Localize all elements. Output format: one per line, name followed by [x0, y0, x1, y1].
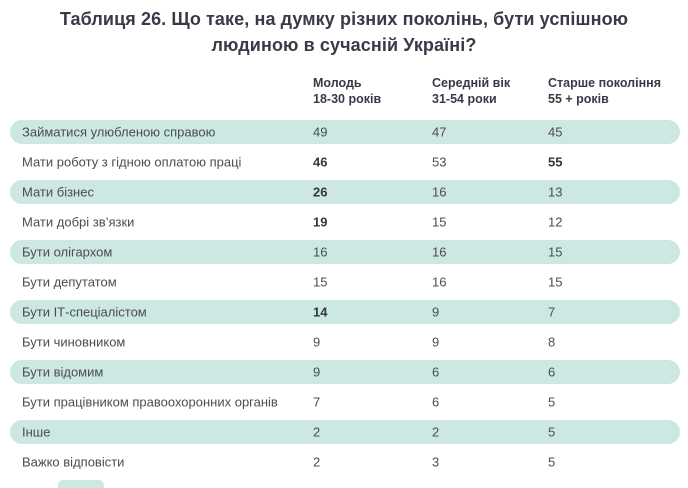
table-row: Займатися улюбленою справою 49 47 45: [0, 117, 688, 147]
row-label: Інше: [22, 424, 51, 440]
row-label: Бути депутатом: [22, 274, 117, 290]
row-label: Мати добрі зв’язки: [22, 214, 135, 230]
row-value: 26: [313, 184, 328, 200]
row-value: 16: [432, 274, 447, 290]
row-value: 16: [432, 244, 447, 260]
row-label: Мати роботу з гідною оплатою праці: [22, 154, 242, 170]
column-headers: Молодь 18-30 років Середній вік 31-54 ро…: [0, 75, 688, 109]
row-value: 13: [548, 184, 563, 200]
row-value: 47: [432, 124, 447, 140]
row-label: Бути ІТ-спеціалістом: [22, 304, 147, 320]
table-row: Бути відомим 9 6 6: [0, 357, 688, 387]
row-value: 9: [432, 304, 440, 320]
row-value: 5: [548, 424, 556, 440]
row-highlight-pill: [10, 420, 680, 444]
row-value: 6: [432, 364, 440, 380]
row-label: Бути чиновником: [22, 334, 126, 350]
row-value: 6: [432, 394, 440, 410]
row-value: 8: [548, 334, 556, 350]
table-row: Бути чиновником 9 9 8: [0, 327, 688, 357]
row-value: 19: [313, 214, 328, 230]
row-highlight-pill: [10, 240, 680, 264]
row-value: 15: [548, 274, 563, 290]
row-value: 2: [432, 424, 440, 440]
row-value: 6: [548, 364, 556, 380]
table-row: Бути ІТ-спеціалістом 14 9 7: [0, 297, 688, 327]
table-row: Інше 2 2 5: [0, 417, 688, 447]
row-value: 53: [432, 154, 447, 170]
table-title-line1: Таблиця 26. Що таке, на думку різних пок…: [59, 9, 629, 29]
column-header-middle-age: Середній вік 31-54 роки: [432, 76, 511, 106]
row-label: Бути працівником правоохоронних органів: [22, 394, 278, 410]
column-header-youth: Молодь 18-30 років: [313, 76, 382, 106]
row-label: Важко відповісти: [22, 454, 125, 470]
row-value: 3: [432, 454, 440, 470]
row-value: 7: [313, 394, 321, 410]
table-row: Важко відповісти 2 3 5: [0, 447, 688, 477]
table-row: Бути працівником правоохоронних органів 7…: [0, 387, 688, 417]
table-title-line2: людиною в сучасній Україні?: [211, 35, 477, 55]
row-highlight-pill: [10, 120, 680, 144]
column-header-older-generation: Старше покоління 55 + років: [548, 76, 661, 106]
table-row: Мати бізнес 26 16 13: [0, 177, 688, 207]
next-row-partial-pill: [58, 480, 104, 488]
table-title: Таблиця 26. Що таке, на думку різних пок…: [0, 6, 688, 58]
table-row: Бути депутатом 15 16 15: [0, 267, 688, 297]
row-value: 2: [313, 424, 321, 440]
row-value: 2: [313, 454, 321, 470]
table-row: Мати добрі зв’язки 19 15 12: [0, 207, 688, 237]
table-row: Бути олігархом 16 16 15: [0, 237, 688, 267]
row-value: 45: [548, 124, 563, 140]
row-highlight-pill: [10, 360, 680, 384]
row-label: Займатися улюбленою справою: [22, 124, 216, 140]
row-value: 16: [313, 244, 328, 260]
row-highlight-pill: [10, 300, 680, 324]
row-label: Бути олігархом: [22, 244, 113, 260]
row-value: 5: [548, 394, 556, 410]
row-value: 15: [313, 274, 328, 290]
row-label: Мати бізнес: [22, 184, 94, 200]
table-row: Мати роботу з гідною оплатою праці 46 53 55: [0, 147, 688, 177]
row-value: 15: [548, 244, 563, 260]
row-label: Бути відомим: [22, 364, 104, 380]
row-value: 16: [432, 184, 447, 200]
table-body: Займатися улюбленою справою 49 47 45 Мати ро…: [0, 117, 688, 477]
row-value: 5: [548, 454, 556, 470]
row-value: 7: [548, 304, 556, 320]
row-value: 9: [313, 334, 321, 350]
row-value: 46: [313, 154, 328, 170]
row-value: 55: [548, 154, 563, 170]
row-value: 15: [432, 214, 447, 230]
row-value: 9: [313, 364, 321, 380]
row-value: 49: [313, 124, 328, 140]
row-highlight-pill: [10, 180, 680, 204]
row-value: 9: [432, 334, 440, 350]
row-value: 12: [548, 214, 563, 230]
row-value: 14: [313, 304, 328, 320]
